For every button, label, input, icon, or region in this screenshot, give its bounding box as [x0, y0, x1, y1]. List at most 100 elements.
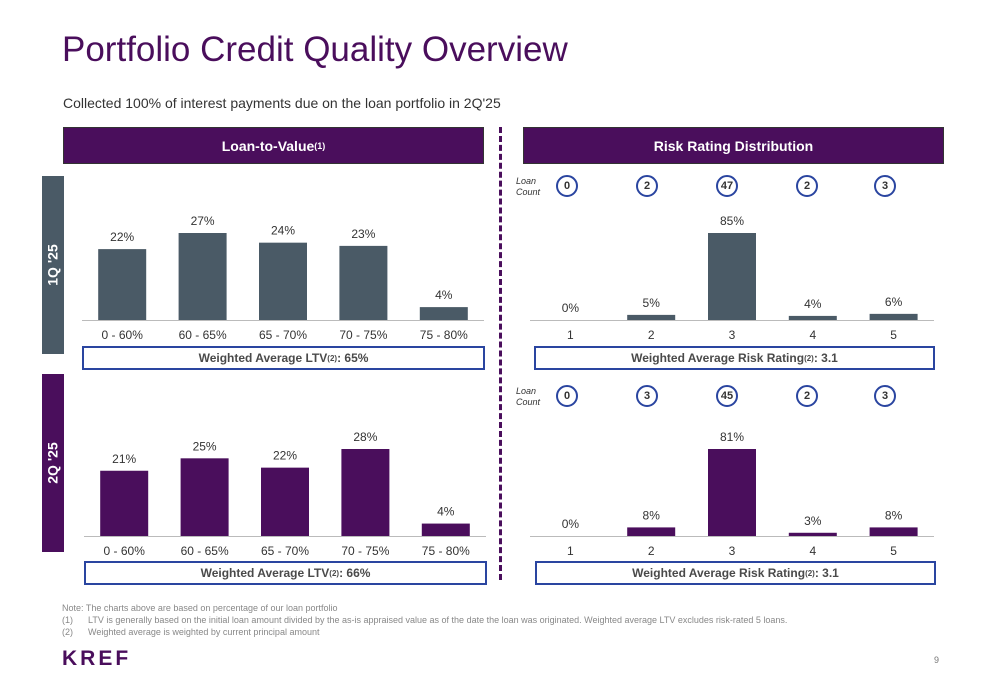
tick-label-risk_q2-3: 4	[809, 544, 816, 558]
data-label-risk_q1-1: 5%	[643, 296, 661, 310]
bar-risk_q1-4	[869, 313, 918, 320]
data-label-ltv_q2-0: 21%	[112, 452, 136, 466]
tick-label-risk_q2-2: 3	[729, 544, 736, 558]
footnote-1: (1) LTV is generally based on the initial…	[62, 615, 787, 625]
loan-count-q1-rating-2: 2	[636, 175, 658, 197]
data-label-risk_q1-4: 6%	[885, 295, 903, 309]
tick-label-ltv_q1-4: 75 - 80%	[420, 328, 468, 342]
weighted-risk-q2-footnote: (2)	[805, 568, 815, 578]
loan-count-label-q1-line1: Loan	[516, 176, 537, 186]
loan-count-q2-rating-5: 3	[874, 385, 896, 407]
weighted-ltv-q2-box: Weighted Average LTV (2): 66%	[84, 561, 487, 585]
loan-count-q2-rating-1: 0	[556, 385, 578, 407]
risk-q2-chart: 0% 1 8% 2 81% 3 3% 4 8% 5	[530, 430, 934, 558]
data-label-risk_q2-0: 0%	[562, 517, 580, 531]
risk-q1-chart: 0% 1 5% 2 85% 3 4% 4 6% 5	[530, 214, 934, 342]
risk-panel-header: Risk Rating Distribution	[523, 127, 944, 164]
tick-label-ltv_q1-2: 65 - 70%	[259, 328, 307, 342]
tick-label-risk_q1-4: 5	[890, 328, 897, 342]
ltv-header-label: Loan-to-Value	[221, 137, 315, 154]
bar-ltv_q2-3	[341, 449, 390, 536]
weighted-risk-q1-footnote: (2)	[804, 353, 814, 363]
data-label-ltv_q2-4: 4%	[437, 505, 455, 519]
loan-count-label-q2-line2: Count	[516, 397, 541, 407]
loan-count-q1-rating-1: 0	[556, 175, 578, 197]
data-label-ltv_q1-0: 22%	[110, 230, 134, 244]
risk-header-label: Risk Rating Distribution	[653, 137, 814, 154]
footnote-2-text: Weighted average is weighted by current …	[88, 627, 320, 637]
loan-count-q1-rating-4: 2	[796, 175, 818, 197]
tick-label-risk_q1-1: 2	[648, 328, 655, 342]
loan-count-label-q2-line1: Loan	[516, 386, 537, 396]
weighted-risk-q1-box: Weighted Average Risk Rating (2): 3.1	[534, 346, 935, 370]
bar-risk_q2-3	[788, 532, 837, 536]
tick-label-risk_q1-2: 3	[729, 328, 736, 342]
weighted-ltv-q1-prefix: Weighted Average LTV	[198, 351, 328, 365]
bar-risk_q2-2	[708, 449, 756, 536]
panel-divider	[499, 127, 502, 580]
tick-label-ltv_q2-4: 75 - 80%	[422, 544, 470, 558]
bar-ltv_q1-3	[339, 245, 388, 320]
tick-label-ltv_q2-2: 65 - 70%	[261, 544, 309, 558]
page-title: Portfolio Credit Quality Overview	[62, 30, 568, 69]
tick-label-ltv_q2-3: 70 - 75%	[341, 544, 389, 558]
weighted-ltv-q1-footnote: (2)	[327, 353, 338, 363]
note-intro: Note: The charts above are based on perc…	[62, 603, 338, 613]
weighted-risk-q2-box: Weighted Average Risk Rating (2): 3.1	[535, 561, 936, 585]
tick-label-ltv_q2-1: 60 - 65%	[181, 544, 229, 558]
data-label-risk_q1-2: 85%	[720, 214, 744, 228]
data-label-ltv_q2-2: 22%	[273, 449, 297, 463]
footnote-2-number: (2)	[62, 627, 73, 637]
data-label-ltv_q2-1: 25%	[193, 439, 217, 453]
tick-label-risk_q2-0: 1	[567, 544, 574, 558]
bar-ltv_q1-2	[259, 242, 307, 320]
tick-label-ltv_q1-0: 0 - 60%	[102, 328, 144, 342]
weighted-risk-q1-prefix: Weighted Average Risk Rating	[631, 351, 805, 365]
loan-count-q2-rating-2: 3	[636, 385, 658, 407]
tick-label-risk_q2-1: 2	[648, 544, 655, 558]
footnote-2: (2) Weighted average is weighted by curre…	[62, 627, 319, 637]
data-label-ltv_q1-4: 4%	[435, 288, 453, 302]
ltv-panel-header: Loan-to-Value (1)	[63, 127, 484, 164]
data-label-ltv_q1-1: 27%	[191, 214, 215, 228]
page-number: 9	[934, 655, 940, 665]
side-tab-1q25-label: 1Q '25	[45, 244, 61, 286]
bar-ltv_q1-0	[98, 249, 147, 320]
tick-label-risk_q1-0: 1	[567, 328, 574, 342]
bar-risk_q1-1	[627, 314, 676, 320]
bar-ltv_q2-4	[421, 523, 470, 536]
weighted-ltv-q2-value: : 66%	[339, 566, 371, 580]
loan-count-q1-rating-5: 3	[874, 175, 896, 197]
loan-count-q2-rating-4: 2	[796, 385, 818, 407]
footnote-1-text: LTV is generally based on the initial lo…	[88, 615, 788, 625]
bar-risk_q2-1	[627, 527, 676, 536]
weighted-ltv-q2-footnote: (2)	[329, 568, 340, 578]
tick-label-risk_q2-4: 5	[890, 544, 897, 558]
ltv-q2-chart: 21% 0 - 60% 25% 60 - 65% 22% 65 - 70% 28% 70 - …	[84, 430, 486, 558]
tick-label-ltv_q1-1: 60 - 65%	[179, 328, 227, 342]
tick-label-ltv_q2-0: 0 - 60%	[104, 544, 146, 558]
weighted-ltv-q1-box: Weighted Average LTV (2): 65%	[82, 346, 485, 370]
loan-count-q1-rating-3: 47	[716, 175, 738, 197]
weighted-ltv-q2-prefix: Weighted Average LTV	[200, 566, 330, 580]
bar-risk_q1-2	[708, 233, 756, 320]
bar-ltv_q1-1	[178, 233, 227, 320]
data-label-ltv_q1-3: 23%	[351, 227, 375, 241]
data-label-risk_q1-0: 0%	[562, 301, 580, 315]
weighted-risk-q2-value: : 3.1	[814, 566, 839, 580]
tick-label-risk_q1-3: 4	[809, 328, 816, 342]
data-label-risk_q2-4: 8%	[885, 508, 903, 522]
ltv-header-footnote: (1)	[314, 140, 326, 151]
data-label-risk_q2-2: 81%	[720, 430, 744, 444]
weighted-risk-q1-value: : 3.1	[813, 351, 838, 365]
side-tab-1q25: 1Q '25	[42, 176, 64, 354]
tick-label-ltv_q1-3: 70 - 75%	[339, 328, 387, 342]
weighted-ltv-q1-value: : 65%	[337, 351, 369, 365]
bar-risk_q2-4	[869, 527, 918, 536]
kref-logo: KREF	[62, 647, 132, 670]
weighted-risk-q2-prefix: Weighted Average Risk Rating	[632, 566, 806, 580]
side-tab-2q25: 2Q '25	[42, 374, 64, 552]
bar-risk_q1-3	[788, 315, 837, 320]
loan-count-label-q1-line2: Count	[516, 187, 541, 197]
data-label-risk_q2-3: 3%	[804, 514, 822, 528]
